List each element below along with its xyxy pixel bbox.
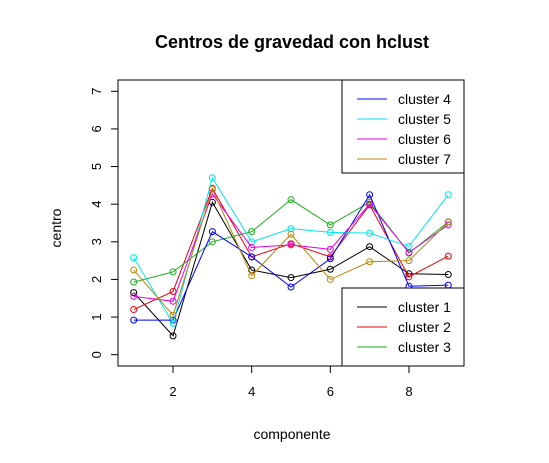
data-point: [130, 278, 138, 286]
y-tick-label: 2: [89, 276, 104, 283]
data-point: [130, 254, 138, 262]
y-tick-label: 0: [89, 351, 104, 358]
x-axis-label: componente: [253, 426, 330, 442]
data-point: [326, 275, 334, 283]
series-line: [133, 187, 449, 311]
data-point: [287, 196, 295, 204]
data-point: [326, 255, 334, 263]
y-tick-label: 1: [89, 313, 104, 320]
data-point: [326, 253, 334, 261]
data-point: [287, 230, 295, 238]
y-tick-label: 5: [89, 163, 104, 170]
data-point: [405, 257, 413, 265]
data-point: [208, 190, 216, 198]
data-point: [208, 228, 216, 236]
legend-label: cluster 1: [398, 299, 451, 315]
data-point: [130, 292, 138, 300]
legend-label: cluster 4: [398, 91, 451, 107]
data-point: [366, 191, 374, 199]
data-point: [366, 243, 374, 251]
data-point: [169, 297, 177, 305]
data-point: [326, 228, 334, 236]
data-point: [366, 258, 374, 266]
x-tick-label: 4: [248, 384, 255, 399]
data-point: [248, 272, 256, 280]
data-point: [169, 332, 177, 340]
y-axis: 0 1 2 3 4 5 6 7: [89, 88, 119, 358]
data-point: [287, 283, 295, 291]
data-point: [444, 271, 452, 279]
series-line: [133, 193, 449, 321]
data-point: [130, 306, 138, 314]
y-tick-label: 7: [89, 88, 104, 95]
series-cluster-5: [130, 174, 452, 327]
data-point: [248, 243, 256, 251]
data-point: [366, 200, 374, 208]
y-tick-label: 3: [89, 238, 104, 245]
data-point: [208, 185, 216, 193]
data-point: [405, 273, 413, 281]
legend-label: cluster 2: [398, 319, 451, 335]
data-point: [169, 311, 177, 319]
y-tick-label: 4: [89, 201, 104, 208]
legend-label: cluster 3: [398, 339, 451, 355]
series-layer: [130, 174, 452, 340]
legend-top: cluster 4 cluster 5 cluster 6 cluster 7: [341, 79, 465, 174]
data-point: [326, 245, 334, 253]
data-point: [130, 316, 138, 324]
y-axis-label: centro: [48, 208, 64, 247]
data-point: [366, 229, 374, 237]
x-tick-label: 2: [169, 384, 176, 399]
y-tick-label: 6: [89, 125, 104, 132]
series-line: [133, 187, 449, 317]
data-point: [248, 253, 256, 261]
data-point: [326, 221, 334, 229]
data-point: [169, 268, 177, 276]
data-point: [444, 252, 452, 260]
data-point: [287, 241, 295, 249]
data-point: [208, 238, 216, 246]
data-point: [326, 265, 334, 273]
chart-title: Centros de gravedad con hclust: [155, 32, 429, 52]
series-line: [133, 192, 449, 302]
data-point: [130, 289, 138, 297]
legend-bottom: cluster 1 cluster 2 cluster 3: [341, 287, 465, 367]
data-point: [208, 174, 216, 182]
legend-box: [341, 79, 465, 174]
data-point: [405, 248, 413, 256]
series-line: [133, 176, 449, 325]
data-point: [248, 228, 256, 236]
series-cluster-7: [130, 185, 452, 319]
legend-label: cluster 5: [398, 111, 451, 127]
data-point: [130, 266, 138, 274]
x-axis: 2 4 6 8: [169, 365, 413, 399]
data-point: [169, 287, 177, 295]
data-point: [444, 218, 452, 226]
legend-label: cluster 6: [398, 131, 451, 147]
x-tick-label: 6: [327, 384, 334, 399]
x-tick-label: 8: [405, 384, 412, 399]
series-cluster-4: [130, 191, 452, 324]
legend-label: cluster 7: [398, 151, 451, 167]
data-point: [444, 191, 452, 199]
data-point: [287, 274, 295, 282]
data-point: [169, 319, 177, 327]
